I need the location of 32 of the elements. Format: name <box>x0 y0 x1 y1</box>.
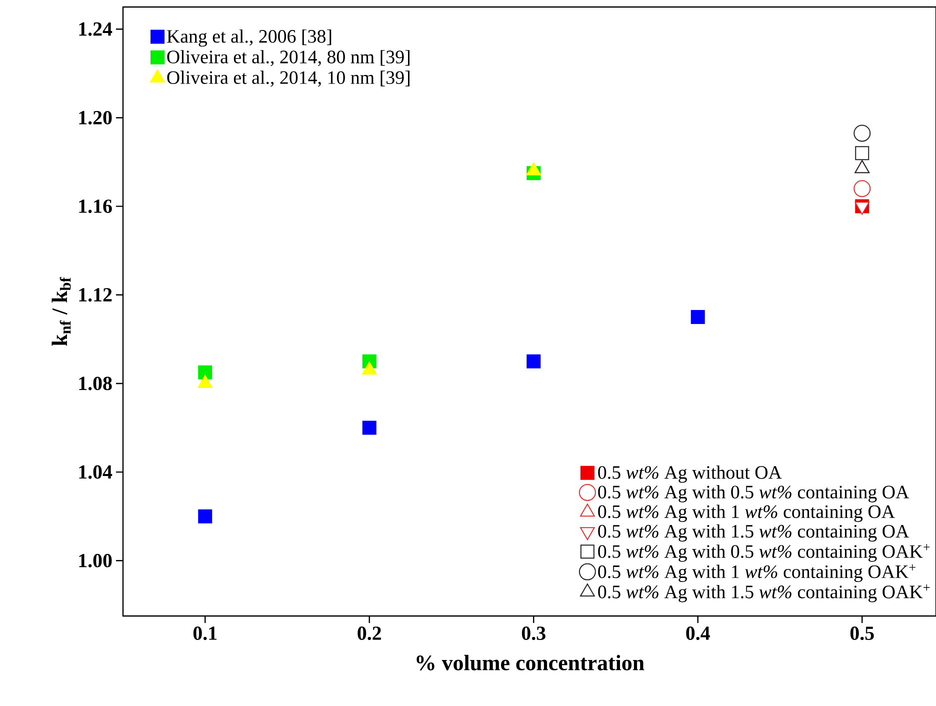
y-axis-title: k$_{nf}$ / k$_{bf}$ <box>52 276 71 346</box>
legend-label: Oliveira et al., 2014, 80 nm [39] <box>167 50 410 66</box>
point <box>854 124 871 142</box>
y-tick-label: 1.08 <box>79 376 112 390</box>
point <box>690 310 705 324</box>
legend-label: 0.5 wt% Ag with 0.5 wt% containing OAK$^{+}$ <box>598 544 930 562</box>
legend-label: 0.5 wt% Ag with 0.5 wt% containing OA <box>598 485 910 502</box>
x-tick-label: 0.1 <box>193 626 217 640</box>
x-tick-label: 0.5 <box>850 626 874 640</box>
point <box>198 365 212 380</box>
point <box>198 509 212 524</box>
y-tick-label: 1.12 <box>79 288 112 302</box>
legend-label: 0.5 wt% Ag with 1 wt% containing OA <box>598 504 895 522</box>
y-tick-label: 1.00 <box>79 554 112 568</box>
y-tick-label: 1.24 <box>79 22 112 36</box>
y-tick-label: 1.16 <box>79 200 112 214</box>
x-tick-label: 0.4 <box>686 626 710 640</box>
y-tick-label: 1.20 <box>79 110 112 124</box>
legend-label: Kang et al., 2006 [38] <box>166 29 332 47</box>
legend-label: 0.5 wt% Ag with 1.5 wt% containing OAK$^{+}$ <box>598 584 930 602</box>
x-axis-title: % volume concentration <box>416 654 644 670</box>
point <box>855 146 870 160</box>
point <box>854 180 871 198</box>
legend-label: 0.5 wt% Ag without OA <box>598 466 782 483</box>
legend-label: Oliveira et al., 2014, 10 nm [39] <box>167 70 410 87</box>
x-tick-label: 0.3 <box>522 626 546 640</box>
point <box>526 354 541 368</box>
legend-label: 0.5 wt% Ag with 1.5 wt% containing OA <box>598 524 910 542</box>
x-tick-label: 0.2 <box>358 626 381 640</box>
y-tick-label: 1.04 <box>79 465 112 479</box>
point <box>362 420 376 435</box>
legend-label: 0.5 wt% Ag with 1 wt% containing OAK$^{+}$ <box>598 564 916 582</box>
